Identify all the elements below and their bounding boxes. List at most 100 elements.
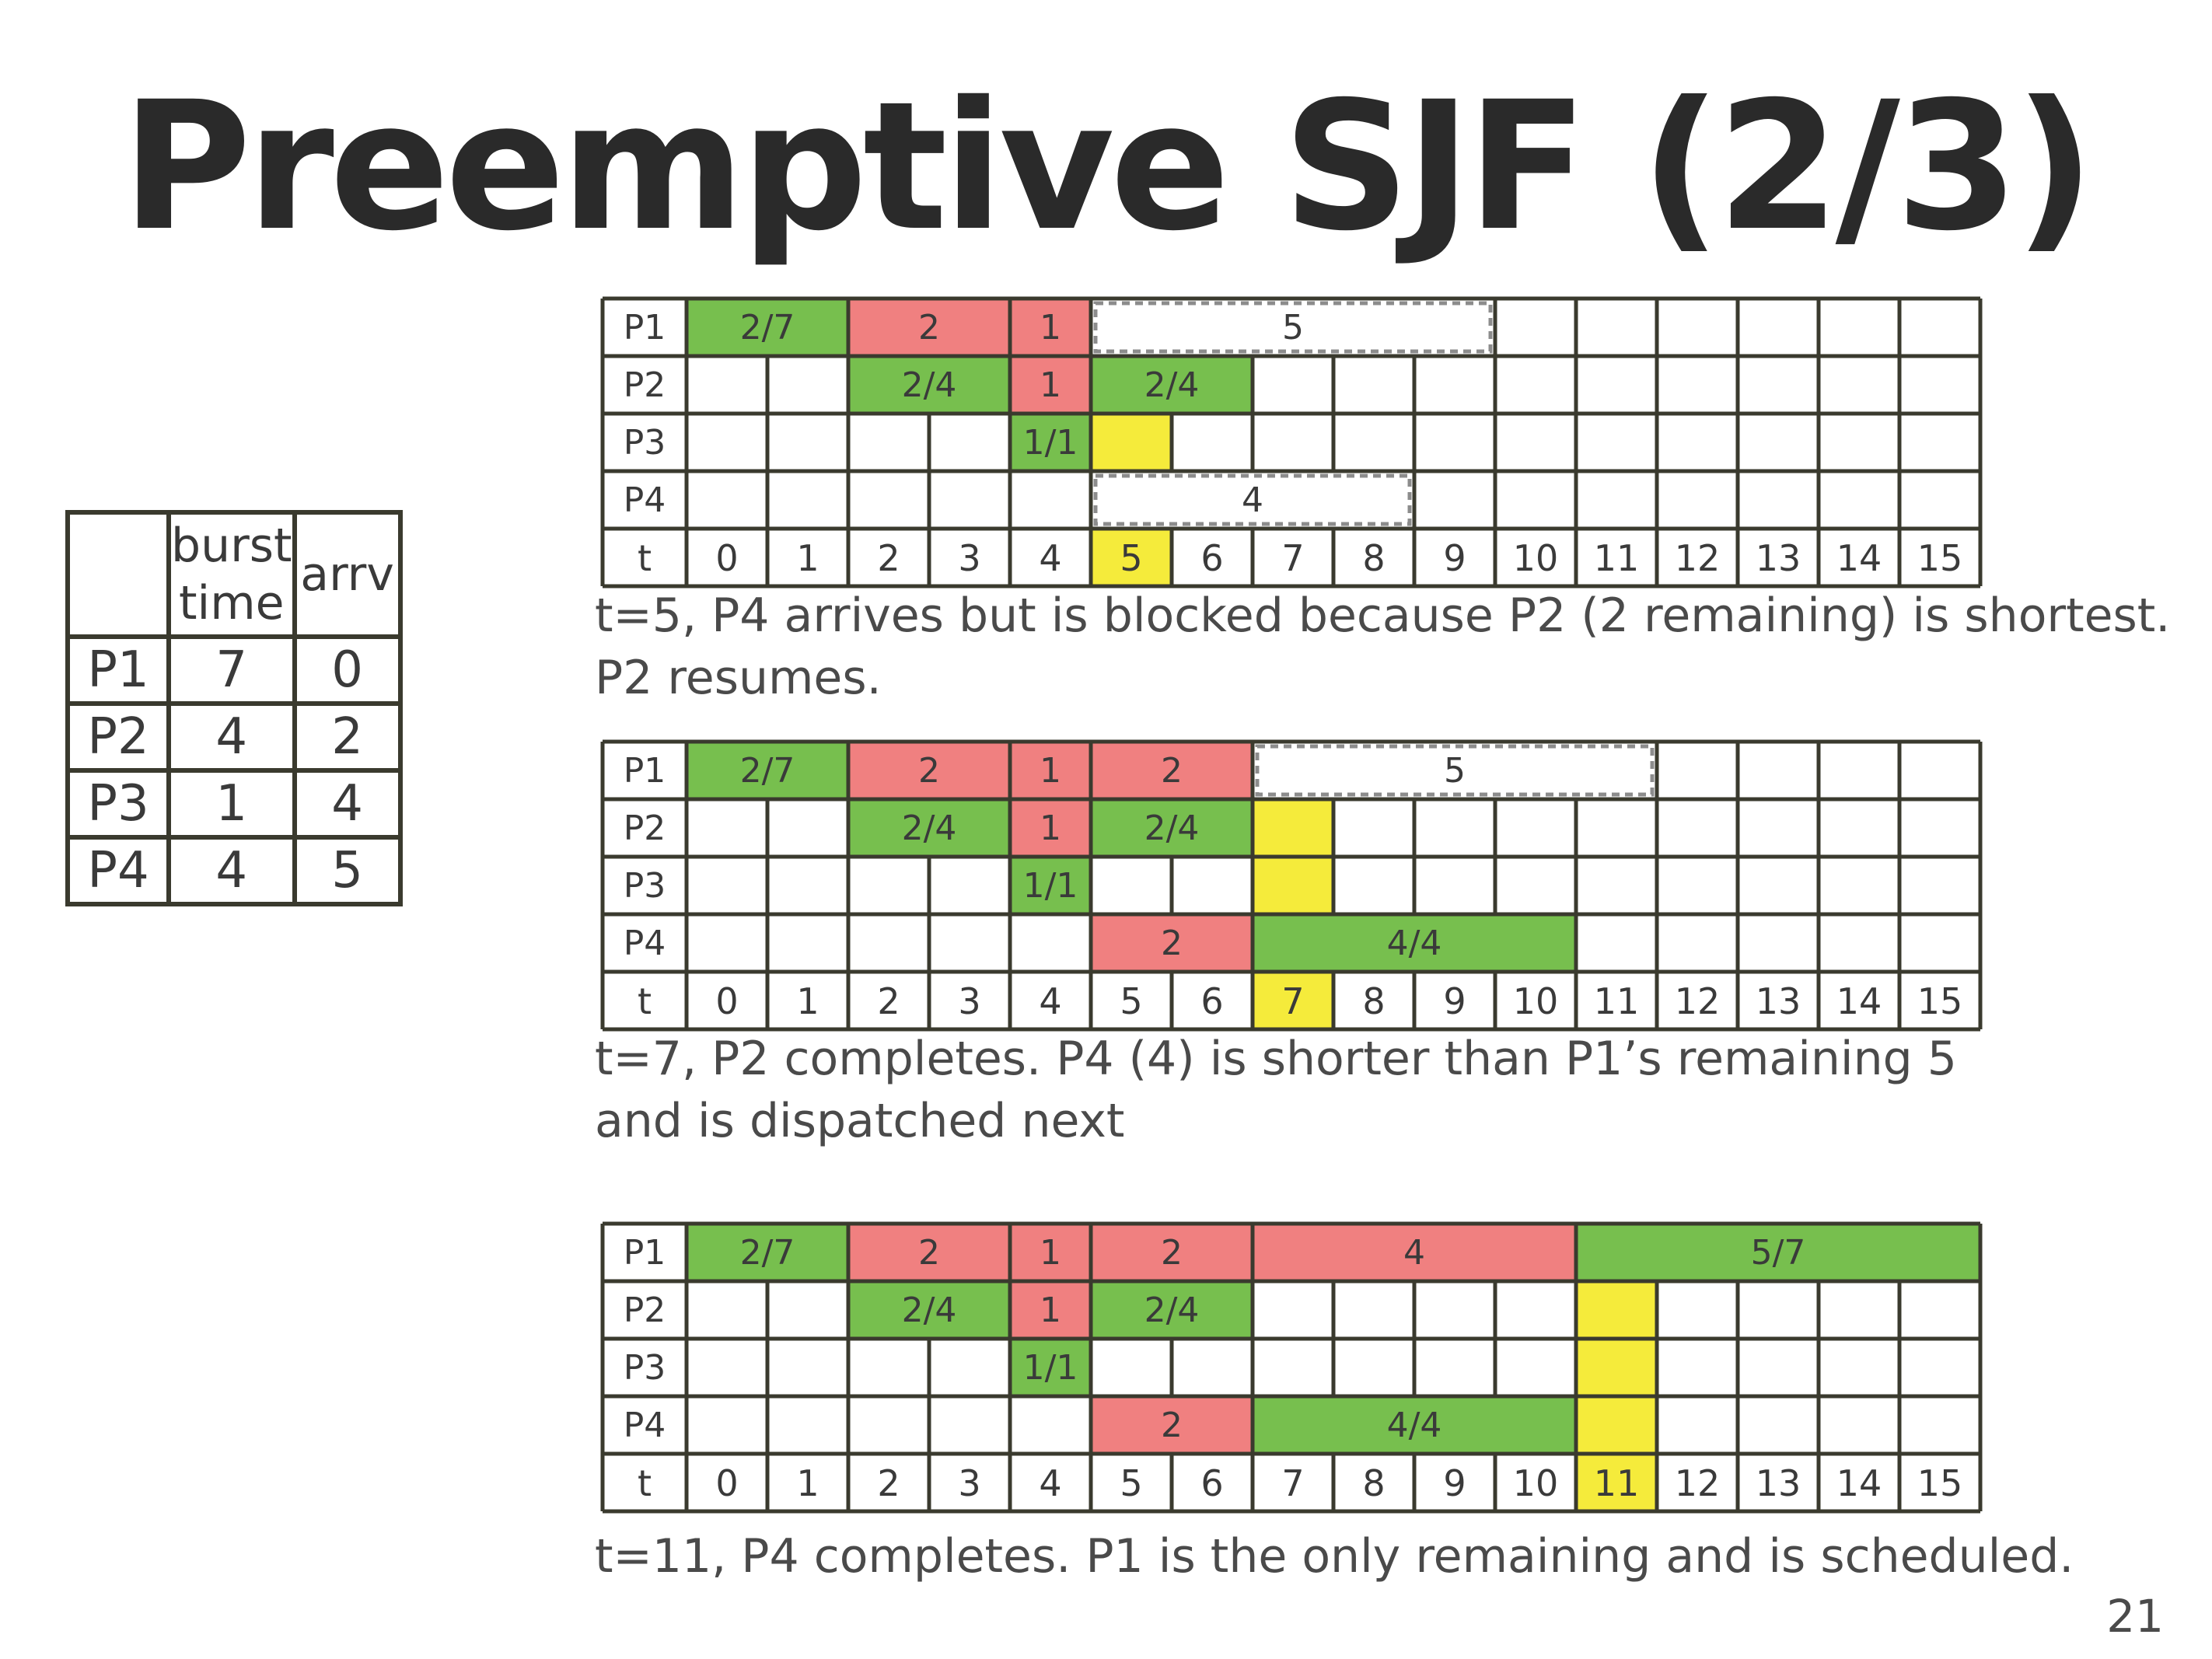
process-row-label: P2 [624, 809, 666, 848]
time-tick-label: 2 [877, 1462, 900, 1504]
time-tick-label: 14 [1836, 537, 1882, 579]
time-tick-label: 7 [1281, 980, 1304, 1022]
caption-line: t=7, P2 completes. P4 (4) is shorter tha… [595, 1032, 1957, 1086]
gantt-block-label: 4 [1403, 1233, 1425, 1273]
time-tick-label: 11 [1594, 980, 1640, 1022]
gantt-block-fill [1091, 1224, 1253, 1281]
gantt-block-fill [1010, 414, 1091, 471]
table-header-burst-time: burst time [166, 510, 297, 639]
gantt-block-fill [1010, 1281, 1091, 1339]
gantt-caption-2: t=7, P2 completes. P4 (4) is shorter tha… [595, 1028, 1957, 1152]
gantt-block-fill [1010, 299, 1091, 356]
gantt-block-fill [1010, 799, 1091, 857]
time-tick-label: 9 [1443, 1462, 1466, 1504]
time-tick-label: 9 [1443, 980, 1466, 1022]
gantt-block-label: 1 [1040, 365, 1061, 405]
gantt-block-label: 2/7 [740, 1233, 795, 1273]
gantt-block-fill [1091, 356, 1253, 414]
gantt-block-fill [687, 742, 848, 799]
gantt-block-fill [1253, 857, 1333, 914]
gantt-block-label: 5/7 [1751, 1233, 1806, 1273]
gantt-block-fill [848, 1224, 1010, 1281]
gantt-block-label: 1/1 [1023, 866, 1078, 906]
gantt-block-label: 4/4 [1387, 1406, 1442, 1445]
gantt-block-label: 5 [1282, 308, 1304, 348]
gantt-block-fill [1576, 1224, 1980, 1281]
gantt-block-label: 1/1 [1023, 423, 1078, 463]
time-tick-label: 8 [1362, 537, 1385, 579]
process-burst-table: burst time arrv P1 7 0 P2 4 2 P3 1 4 P4 … [65, 510, 403, 906]
time-tick-label: 12 [1675, 1462, 1721, 1504]
time-tick-label: 1 [796, 537, 819, 579]
time-tick-label: 3 [958, 537, 980, 579]
gantt-block-label: 2 [1161, 924, 1183, 963]
gantt-block-label: 2/7 [740, 751, 795, 791]
gantt-block-fill [848, 299, 1010, 356]
gantt-block-fill [1091, 414, 1172, 471]
time-tick-label: 14 [1836, 980, 1882, 1022]
gantt-block-label: 4/4 [1387, 924, 1442, 963]
process-name: P1 [65, 634, 171, 706]
gantt-block-label: 1 [1040, 1291, 1061, 1330]
gantt-block-fill [1576, 1281, 1657, 1339]
time-tick-label: 4 [1039, 537, 1061, 579]
table-row: P4 4 5 [65, 835, 403, 906]
gantt-block-label: 2/4 [902, 365, 957, 405]
time-tick-label: 13 [1756, 1462, 1801, 1504]
highlight-tick-cell [1091, 529, 1172, 586]
time-row-label: t [638, 537, 652, 579]
table-row: P2 4 2 [65, 701, 403, 773]
page-number: 21 [2106, 1590, 2164, 1643]
gantt-block-label: 1/1 [1023, 1348, 1078, 1388]
process-row-label: P3 [624, 1348, 666, 1388]
gantt-block-label: 5 [1444, 751, 1466, 791]
gantt-block-label: 2/4 [902, 809, 957, 848]
gantt-block-label: 2/4 [902, 1291, 957, 1330]
gantt-block-fill [1091, 742, 1253, 799]
time-tick-label: 12 [1675, 537, 1721, 579]
gantt-block-fill [1091, 799, 1253, 857]
time-tick-label: 1 [796, 1462, 819, 1504]
time-tick-label: 0 [715, 537, 738, 579]
gantt-block-fill [1010, 857, 1091, 914]
process-row-label: P4 [624, 924, 666, 963]
time-tick-label: 5 [1120, 537, 1142, 579]
gantt-caption-1: t=5, P4 arrives but is blocked because P… [595, 585, 2170, 709]
time-tick-label: 10 [1513, 1462, 1559, 1504]
process-arrival: 4 [292, 768, 403, 840]
gantt-block-label: 2/7 [740, 308, 795, 348]
gantt-block-label: 2 [918, 308, 940, 348]
gantt-block-fill [1253, 799, 1333, 857]
pending-burst-outline [1093, 473, 1412, 526]
pending-burst-outline [1093, 301, 1493, 354]
gantt-block-fill [1576, 1396, 1657, 1454]
time-tick-label: 8 [1362, 1462, 1385, 1504]
process-burst: 7 [166, 634, 297, 706]
time-tick-label: 4 [1039, 980, 1061, 1022]
table-header-empty [65, 510, 171, 639]
gantt-block-fill [1010, 742, 1091, 799]
process-row-label: P4 [624, 480, 666, 520]
gantt-block-label: 2/4 [1144, 809, 1200, 848]
time-tick-label: 2 [877, 980, 900, 1022]
process-row-label: P2 [624, 1291, 666, 1330]
gantt-block-label: 2/4 [1144, 365, 1200, 405]
gantt-block-fill [848, 1281, 1010, 1339]
time-tick-label: 6 [1200, 980, 1223, 1022]
pending-burst-outline [1255, 744, 1655, 797]
gantt-block-fill [848, 799, 1010, 857]
gantt-block-fill [1010, 1339, 1091, 1396]
process-row-label: P1 [624, 1233, 666, 1273]
caption-line: P2 resumes. [595, 651, 882, 705]
process-burst: 1 [166, 768, 297, 840]
time-tick-label: 12 [1675, 980, 1721, 1022]
time-tick-label: 10 [1513, 537, 1559, 579]
time-tick-label: 7 [1281, 1462, 1304, 1504]
highlight-tick-cell [1253, 972, 1333, 1029]
process-burst: 4 [166, 701, 297, 773]
process-row-label: P1 [624, 751, 666, 791]
gantt-block-fill [687, 1224, 848, 1281]
time-tick-label: 5 [1120, 1462, 1142, 1504]
table-row: P1 7 0 [65, 634, 403, 706]
